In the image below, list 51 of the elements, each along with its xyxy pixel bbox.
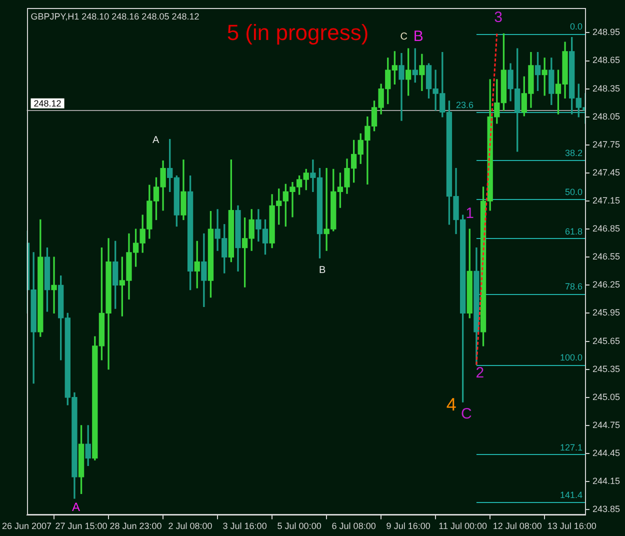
- x-tick-label: 28 Jun 23:00: [110, 521, 162, 532]
- annotation: 38.2: [564, 148, 582, 158]
- annotation: 141.4: [560, 490, 582, 500]
- y-tick-label: 247.75: [592, 139, 620, 150]
- x-tick-label: 27 Jun 15:00: [55, 521, 108, 532]
- annotation: 5 (in progress): [226, 20, 369, 45]
- y-tick-label: 243.85: [592, 504, 620, 514]
- y-tick-label: 244.75: [592, 420, 620, 430]
- x-tick-label: 6 Jul 08:00: [332, 521, 376, 532]
- annotation: B: [413, 28, 424, 45]
- y-tick-label: 248.05: [592, 111, 620, 122]
- annotation: 3: [494, 9, 502, 26]
- x-tick-label: 3 Jul 16:00: [222, 521, 267, 532]
- annotation: 1: [466, 204, 474, 222]
- x-tick-label: 2 Jul 08:00: [168, 521, 212, 532]
- annotation: A: [72, 500, 80, 514]
- x-tick-label: 9 Jul 16:00: [386, 521, 430, 532]
- ref-line-label: 248.12: [34, 98, 62, 108]
- annotation: 100.0: [560, 352, 582, 363]
- chart-title: GBPJPY,H1 248.10 248.16 248.05 248.12: [30, 11, 200, 22]
- annotation: 4: [446, 394, 456, 415]
- y-tick-label: 247.45: [592, 167, 620, 178]
- annotation: 0.0: [570, 22, 582, 32]
- x-tick-label: 12 Jul 08:00: [492, 521, 542, 532]
- x-tick-label: 26 Jun 2007: [2, 521, 52, 532]
- x-tick-label: 11 Jul 00:00: [438, 521, 488, 532]
- annotation: 78.6: [564, 282, 582, 292]
- x-tick-label: 13 Jul 16:00: [547, 521, 596, 532]
- y-tick-label: 248.95: [592, 27, 620, 38]
- annotation: B: [318, 265, 326, 276]
- y-tick-label: 245.05: [592, 392, 620, 402]
- y-tick-label: 248.65: [592, 55, 620, 66]
- y-tick-label: 244.15: [592, 476, 620, 486]
- y-tick-label: 245.35: [592, 364, 620, 374]
- annotation: 61.8: [564, 226, 582, 236]
- y-tick-label: 246.85: [592, 224, 620, 234]
- y-tick-label: 246.55: [592, 252, 620, 262]
- y-tick-label: 245.95: [592, 308, 620, 318]
- annotation: 23.6: [456, 100, 474, 110]
- y-tick-label: 246.25: [592, 280, 620, 290]
- annotation: C: [400, 32, 408, 43]
- x-tick-label: 5 Jul 00:00: [277, 521, 322, 532]
- annotation: C: [461, 405, 472, 422]
- y-tick-label: 244.45: [592, 448, 620, 458]
- annotation: 127.1: [560, 442, 582, 452]
- y-tick-label: 247.15: [592, 196, 620, 206]
- annotation: A: [152, 134, 160, 146]
- y-tick-label: 248.35: [592, 83, 620, 94]
- annotation: 2: [476, 364, 484, 382]
- annotation: 50.0: [564, 187, 582, 198]
- y-tick-label: 245.65: [592, 336, 620, 346]
